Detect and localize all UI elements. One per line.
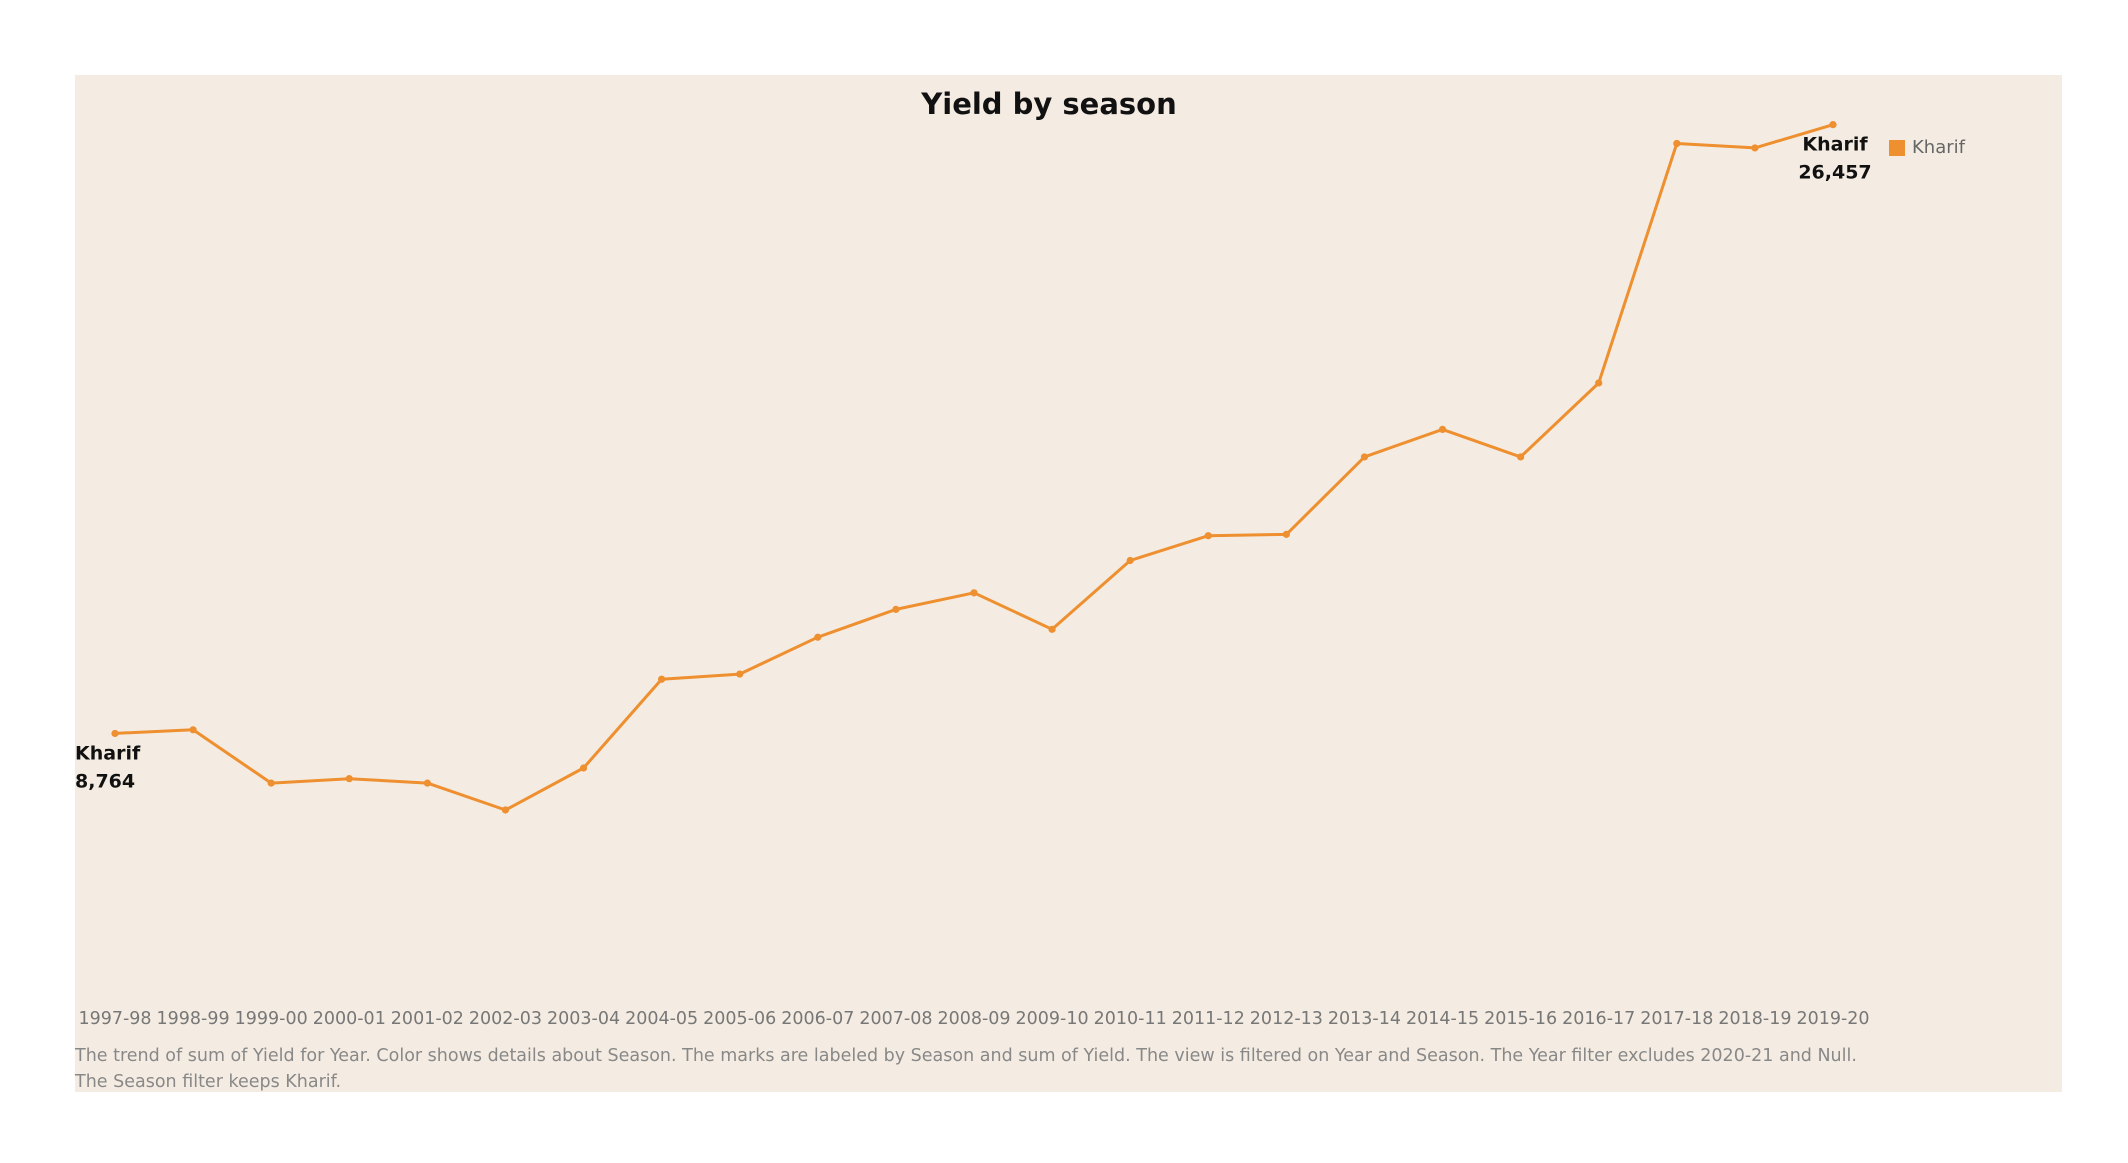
chart-caption: The trend of sum of Yield for Year. Colo… bbox=[75, 1043, 1975, 1095]
data-point-2007-08[interactable] bbox=[892, 605, 900, 613]
x-tick-label: 2005-06 bbox=[703, 1009, 776, 1029]
x-tick-label: 2000-01 bbox=[313, 1009, 386, 1029]
point-label-series: Kharif bbox=[1802, 134, 1868, 156]
data-point-2018-19[interactable] bbox=[1751, 144, 1759, 152]
data-point-2004-05[interactable] bbox=[658, 675, 666, 683]
series-line-kharif bbox=[113, 123, 1835, 812]
chart-panel: Yield by season 1997-98 1998-99 1999-00 200… bbox=[75, 75, 2062, 1092]
x-tick-label: 2013-14 bbox=[1328, 1009, 1401, 1029]
data-point-2000-01[interactable] bbox=[345, 775, 353, 783]
x-tick-label: 2016-17 bbox=[1562, 1009, 1635, 1029]
data-point-2010-11[interactable] bbox=[1126, 556, 1134, 565]
data-point-2019-20[interactable] bbox=[1829, 121, 1837, 129]
data-point-2012-13[interactable] bbox=[1282, 530, 1290, 538]
x-tick-label: 2001-02 bbox=[391, 1009, 464, 1029]
x-tick-label: 2017-18 bbox=[1640, 1009, 1713, 1029]
x-tick-label: 2007-08 bbox=[859, 1009, 932, 1029]
x-tick-label: 2010-11 bbox=[1094, 1009, 1167, 1029]
x-tick-label: 2019-20 bbox=[1796, 1009, 1869, 1029]
data-point-2008-09[interactable] bbox=[970, 589, 978, 597]
x-tick-label: 2003-04 bbox=[547, 1009, 620, 1029]
data-point-2002-03[interactable] bbox=[501, 806, 510, 814]
x-tick-label: 2002-03 bbox=[469, 1009, 542, 1029]
line-chart: 1997-98 1998-99 1999-00 2000-01 2001-02 2002-… bbox=[75, 121, 1872, 1029]
x-tick-label: 2018-19 bbox=[1718, 1009, 1791, 1029]
data-point-2014-15[interactable] bbox=[1438, 425, 1447, 434]
data-point-1998-99[interactable] bbox=[189, 726, 197, 734]
chart-title: Yield by season bbox=[921, 87, 1177, 121]
x-tick-label: 2004-05 bbox=[625, 1009, 698, 1029]
caption-line-2: The Season filter keeps Kharif. bbox=[75, 1072, 342, 1092]
data-point-2001-02[interactable] bbox=[423, 779, 431, 787]
point-label-value: 8,764 bbox=[75, 770, 135, 792]
x-tick-label: 2008-09 bbox=[937, 1009, 1010, 1029]
caption-line-1: The trend of sum of Yield for Year. Colo… bbox=[75, 1046, 1857, 1066]
x-tick-label: 2009-10 bbox=[1016, 1009, 1089, 1029]
data-point-2017-18[interactable] bbox=[1673, 139, 1681, 148]
data-point-2013-14[interactable] bbox=[1360, 453, 1369, 461]
x-tick-label: 2011-12 bbox=[1172, 1009, 1245, 1029]
legend[interactable]: Kharif bbox=[1889, 137, 1965, 158]
data-point-2016-17[interactable] bbox=[1595, 379, 1603, 387]
legend-swatch-kharif bbox=[1889, 139, 1905, 156]
data-point-2005-06[interactable] bbox=[736, 670, 744, 678]
x-tick-label: 1997-98 bbox=[78, 1009, 151, 1029]
x-tick-label: 2006-07 bbox=[781, 1009, 854, 1029]
data-point-2011-12[interactable] bbox=[1204, 532, 1212, 540]
point-label-value: 26,457 bbox=[1798, 162, 1871, 184]
data-point-1997-98[interactable] bbox=[111, 729, 119, 738]
data-point-2003-04[interactable] bbox=[579, 764, 588, 772]
x-tick-label: 1999-00 bbox=[235, 1009, 308, 1029]
data-point-1999-00[interactable] bbox=[267, 779, 275, 787]
point-label-series: Kharif bbox=[75, 742, 141, 764]
x-tick-label: 2014-15 bbox=[1406, 1009, 1479, 1029]
x-tick-label: 2012-13 bbox=[1250, 1009, 1323, 1029]
data-point-2015-16[interactable] bbox=[1517, 453, 1525, 461]
data-point-2006-07[interactable] bbox=[814, 633, 822, 641]
x-tick-label: 1998-99 bbox=[157, 1009, 230, 1029]
data-point-2009-10[interactable] bbox=[1048, 625, 1056, 633]
legend-label-kharif: Kharif bbox=[1912, 137, 1965, 158]
x-tick-label: 2015-16 bbox=[1484, 1009, 1557, 1029]
